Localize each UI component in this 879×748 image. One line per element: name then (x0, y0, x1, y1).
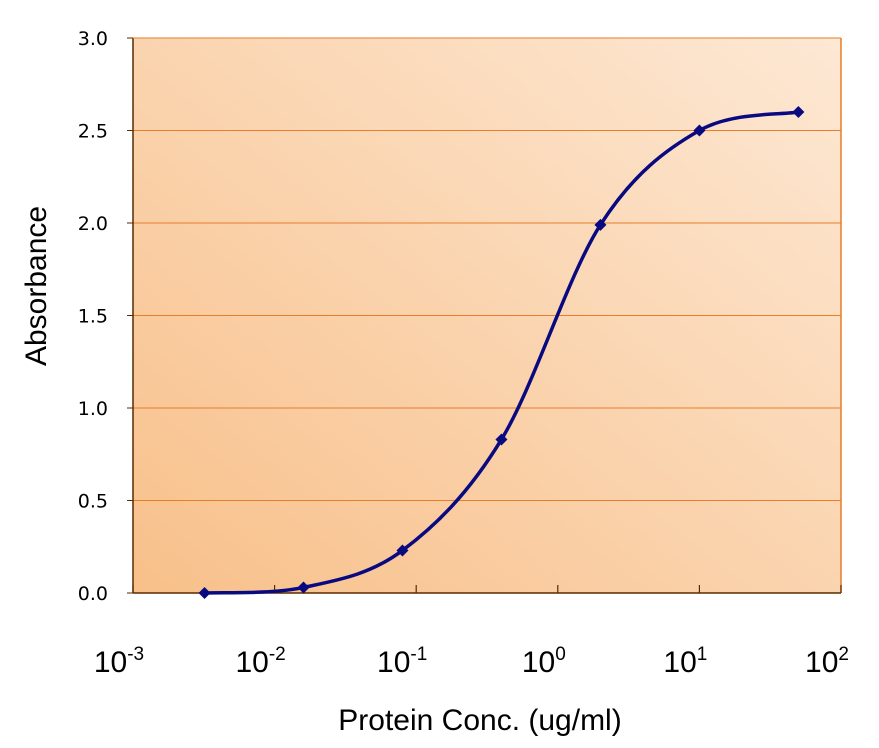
x-tick-label: 10-3 (94, 644, 144, 679)
y-tick-labels: 0.0 0.5 1.0 1.5 2.0 2.5 3.0 (78, 28, 108, 605)
y-axis-label: Absorbance (20, 206, 53, 366)
data-point-marker (198, 587, 211, 599)
y-tick-label: 2.0 (78, 213, 108, 235)
data-point-marker (495, 433, 508, 446)
x-axis-label: Protein Conc. (ug/ml) (338, 704, 621, 737)
y-tick-label: 2.5 (78, 121, 108, 143)
y-tick-label: 1.0 (78, 398, 108, 420)
y-tick-label: 0.0 (78, 583, 108, 605)
x-tick-label: 10-2 (235, 644, 285, 679)
x-tick-labels: 10-3 10-2 10-1 100 101 102 (94, 585, 849, 679)
axes (132, 37, 842, 594)
x-tick-label: 10-1 (377, 644, 427, 679)
data-point-marker (297, 581, 310, 594)
y-tick-label: 1.5 (78, 306, 108, 328)
series-markers (198, 106, 805, 599)
data-point-marker (792, 106, 805, 118)
y-tick-label: 3.0 (78, 28, 108, 50)
x-tick-label: 100 (522, 644, 566, 679)
x-tick-label: 102 (805, 644, 849, 679)
data-point-marker (594, 218, 607, 231)
y-tick-label: 0.5 (78, 491, 108, 513)
data-point-marker (396, 544, 409, 557)
data-point-marker (693, 124, 706, 137)
x-tick-label: 101 (663, 644, 707, 679)
